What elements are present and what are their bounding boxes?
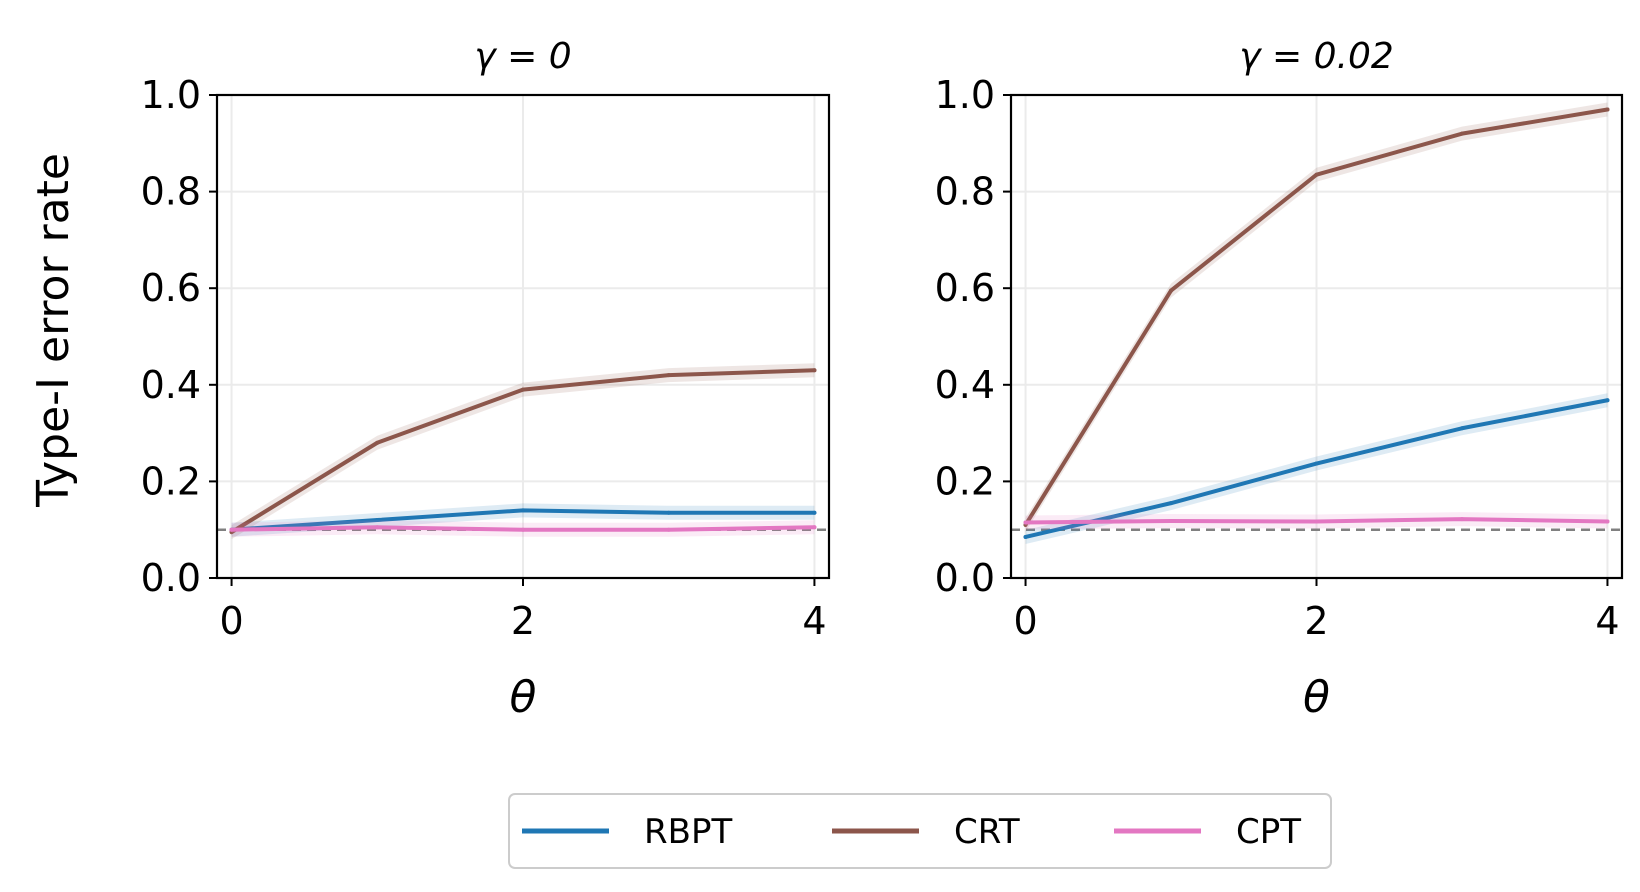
data-point-rbpt [812,510,817,515]
panel-title: γ = 0.02 [1239,36,1394,77]
y-tick-label: 0.0 [141,556,201,600]
data-point-crt [812,368,817,373]
legend-label-cpt: CPT [1236,812,1301,852]
y-tick-label: 0.6 [141,266,201,310]
x-tick-label: 2 [511,599,535,643]
data-point-cpt [812,525,817,530]
data-point-rbpt [1169,501,1174,506]
data-point-rbpt [521,508,525,513]
series-band-rbpt [1025,393,1608,544]
x-tick-label: 4 [802,599,826,643]
data-point-crt [1605,107,1610,112]
y-tick-label: 0.6 [935,266,995,310]
legend-label-crt: CRT [954,812,1020,852]
y-tick-label: 0.2 [141,459,201,503]
y-tick-label: 0.8 [141,170,201,214]
x-tick-label: 0 [219,599,243,643]
data-point-rbpt [375,518,380,523]
chart-panels: 0.00.20.40.60.81.00 2 4γ = 0θ0.00.20.40.60… [141,36,1624,723]
data-point-crt [375,440,380,445]
x-tick-label: 4 [1595,599,1619,643]
legend-frame [508,793,1332,869]
data-point-cpt [1605,519,1610,524]
data-point-rbpt [1314,461,1319,466]
y-tick-label: 0.0 [935,556,995,600]
data-point-rbpt [666,510,671,515]
y-tick-label: 1.0 [935,73,995,117]
data-point-crt [1169,288,1174,293]
chart-panel-2: 0.0 0.2 0.4 0.6 0.8 1.0 0 2 4 γ = 0.02 θ [935,36,1624,723]
data-point-rbpt [1459,426,1464,431]
y-tick-label: 0.8 [935,170,995,214]
data-point-crt [521,387,525,392]
data-point-rbpt [1605,398,1610,403]
data-point-cpt [1314,519,1319,524]
data-point-cpt [375,525,380,530]
y-tick-label: 0.4 [935,363,995,407]
x-tick-label: 0 [1013,599,1037,643]
data-point-cpt [229,527,234,532]
panel-title: γ = 0 [474,36,571,77]
data-point-crt [666,373,671,378]
x-tick-label: 2 [1304,599,1328,643]
chart-panel-1: 0.0 0.2 0.4 0.6 0.8 1.0 0 2 4 γ = 0 θ [141,36,831,723]
x-axis-label: θ [510,672,537,723]
data-point-cpt [521,527,525,532]
legend-label-rbpt: RBPT [644,812,732,852]
data-point-cpt [1023,520,1028,525]
data-point-cpt [666,527,671,532]
y-tick-label: 1.0 [141,73,201,117]
data-point-cpt [1169,519,1174,524]
data-point-crt [1314,172,1319,177]
data-point-crt [1459,131,1464,136]
x-axis-label: θ [1303,672,1330,723]
data-point-rbpt [1023,534,1028,539]
chart-legend: RBPT CRT CPT [508,793,1332,869]
data-point-cpt [1459,517,1464,522]
y-tick-label: 0.2 [935,459,995,503]
figure-ylabel: Type-I error rate [28,153,79,508]
y-tick-label: 0.4 [141,363,201,407]
